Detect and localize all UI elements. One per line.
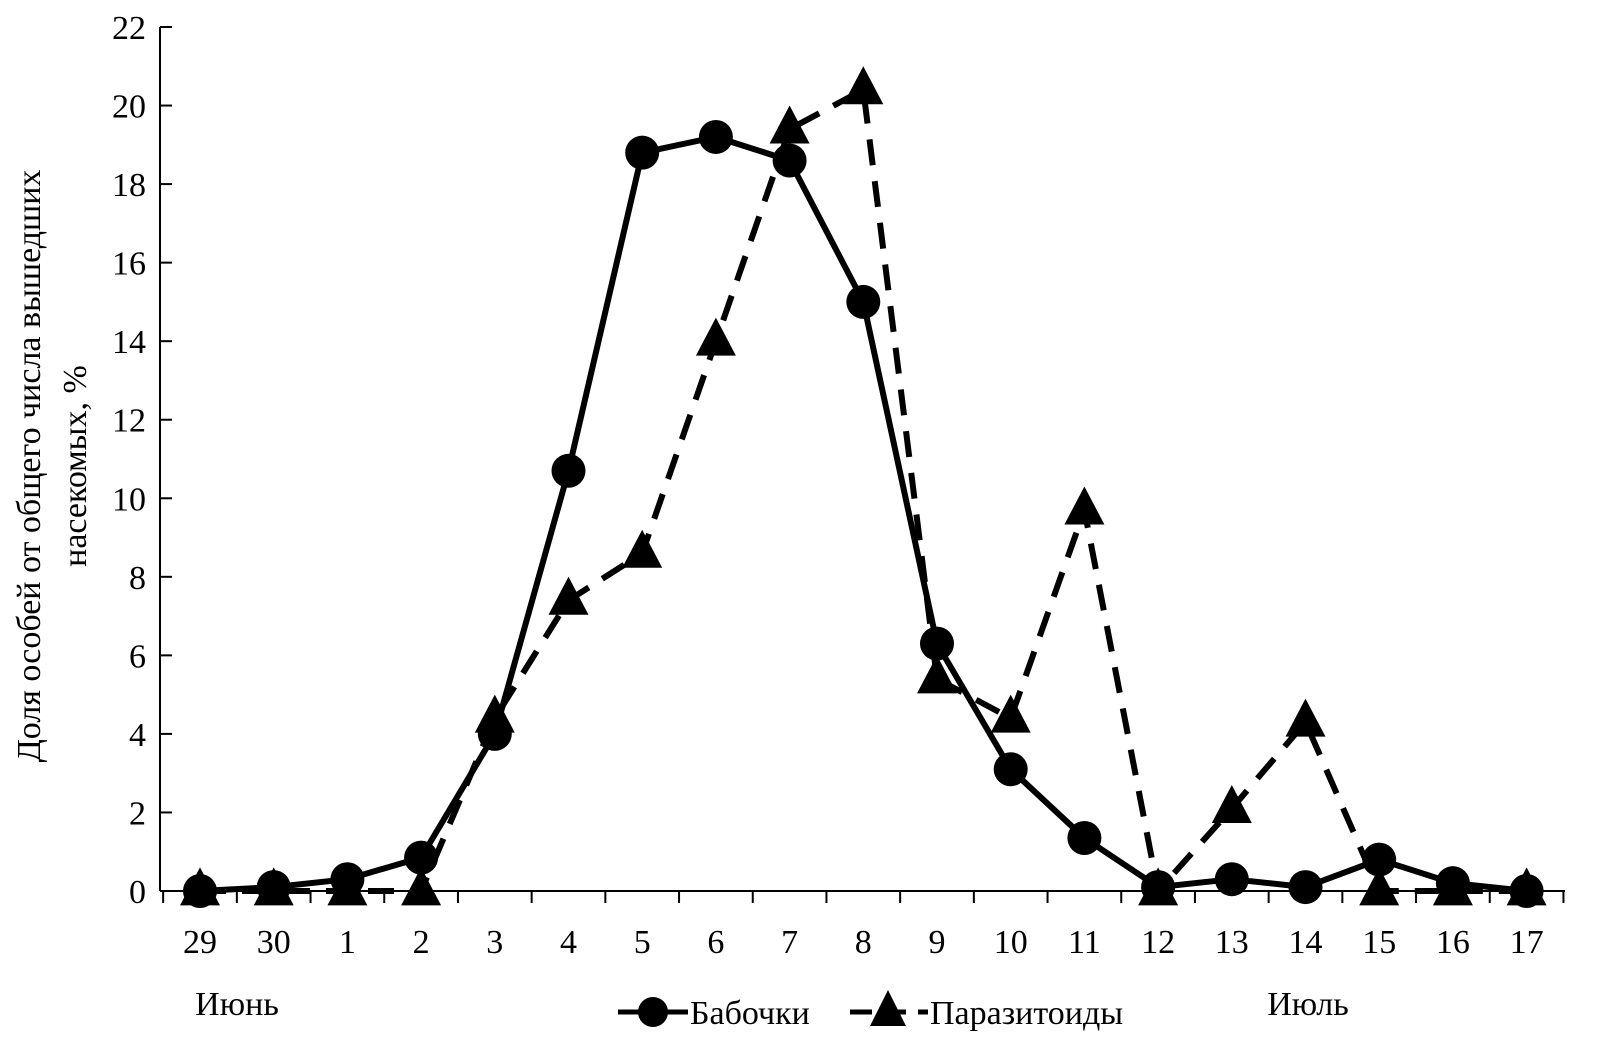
x-tick-label: 12 [1141,924,1175,961]
data-point-circle [1435,866,1470,901]
month-label-july: Июль [1267,986,1349,1023]
x-tick-label: 8 [855,924,872,961]
data-point-circle [330,862,365,897]
y-axis-label-line-2: насекомых, % [57,365,94,567]
data-point-triangle [695,317,736,356]
y-tick-label: 2 [129,795,146,832]
y-tick-label: 0 [129,874,146,911]
data-point-circle [625,135,660,170]
data-point-circle [1288,870,1323,905]
data-point-triangle [1285,698,1326,737]
y-tick-label: 4 [129,717,146,754]
data-point-circle [183,874,217,908]
data-point-triangle [401,867,442,906]
data-point-circle [920,626,954,661]
legend-marker-circle [638,997,668,1027]
x-tick-label: 13 [1215,924,1249,961]
x-tick-label: 14 [1289,924,1323,961]
y-tick-label: 12 [112,403,146,440]
data-point-circle [1141,870,1176,905]
axes [159,27,1565,892]
x-axis-ticks: 29 30 1 2 3 4 5 6 7 8 9 10 11 12 13 14 15 16 17 [162,891,1565,961]
y-tick-label: 6 [129,638,146,675]
x-tick-label: 29 [183,924,217,961]
data-point-triangle [1211,785,1252,823]
y-tick-label: 20 [112,89,146,126]
series-butterflies [183,119,1544,908]
y-tick-label: 16 [112,246,146,283]
data-point-circle [846,284,881,319]
x-tick-label: 1 [339,924,356,961]
data-point-triangle [990,694,1031,733]
y-tick-label: 18 [112,167,146,204]
y-tick-label: 22 [112,10,146,47]
data-point-circle [256,870,291,905]
x-tick-label: 9 [929,924,946,961]
data-point-circle [1067,820,1102,855]
month-label-june: Июнь [195,986,279,1023]
series-layer [180,66,1547,908]
data-point-triangle [1359,867,1400,906]
x-tick-label: 4 [560,924,577,961]
x-tick-label: 7 [781,924,798,961]
series-line [200,86,1527,894]
data-point-circle [477,716,512,751]
data-point-circle [551,453,586,488]
data-point-circle [1214,862,1249,897]
data-point-triangle [622,529,663,568]
data-point-triangle [1064,486,1105,525]
data-point-circle [772,143,807,178]
x-tick-label: 5 [634,924,651,961]
x-tick-label: 11 [1068,924,1101,961]
series-parasitoids [180,66,1547,906]
legend-item-parasitoids: Паразитоиды [850,990,1123,1032]
x-tick-label: 6 [707,924,724,961]
legend-label-butterflies: Бабочки [690,995,810,1032]
x-tick-label: 17 [1510,924,1544,961]
data-point-circle [1362,842,1397,877]
y-tick-label: 10 [112,481,146,518]
data-point-circle [993,752,1028,787]
legend-item-butterflies: Бабочки [618,995,810,1032]
data-point-triangle [917,655,957,694]
x-tick-label: 3 [486,924,503,961]
data-point-circle [404,840,439,875]
x-tick-label: 2 [413,924,430,961]
data-point-circle [1509,874,1544,908]
data-point-circle [698,119,733,154]
legend-marker-triangle [870,990,906,1026]
x-tick-label: 16 [1436,924,1470,961]
y-tick-label: 8 [129,560,146,597]
y-axis-ticks: 0 2 4 6 8 10 12 14 16 18 20 22 [112,10,172,911]
data-point-triangle [769,105,810,144]
legend: Бабочки Паразитоиды [618,990,1123,1032]
x-tick-label: 30 [257,924,291,961]
x-tick-label: 10 [994,924,1028,961]
x-tick-label: 15 [1362,924,1396,961]
y-tick-label: 14 [112,324,146,361]
data-point-triangle [843,66,884,105]
y-axis-label-line-1: Доля особей от общего числа вышедших [11,170,48,763]
legend-label-parasitoids: Паразитоиды [930,995,1123,1032]
data-point-triangle [548,576,589,615]
